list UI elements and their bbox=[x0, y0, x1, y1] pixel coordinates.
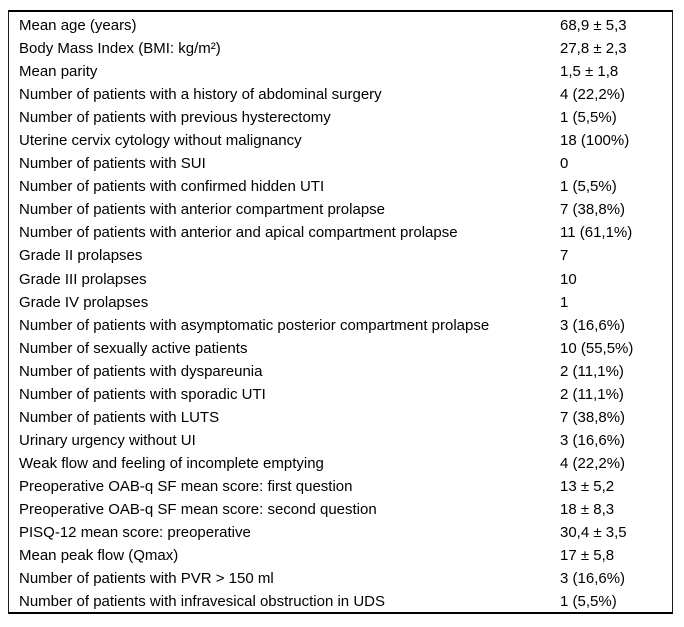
table-row: Number of patients with previous hystere… bbox=[9, 106, 672, 129]
row-value: 4 (22,2%) bbox=[560, 86, 626, 104]
row-label: Number of patients with confirmed hidden… bbox=[19, 178, 325, 196]
row-value: 11 (61,1%) bbox=[560, 224, 633, 242]
row-label: Weak flow and feeling of incomplete empt… bbox=[19, 454, 324, 472]
row-value: 3 (16,6%) bbox=[560, 316, 626, 334]
table-row: Mean parity 1,5 ± 1,8 bbox=[9, 60, 672, 83]
row-label: Number of patients with SUI bbox=[19, 155, 206, 173]
table-row: Uterine cervix cytology without malignan… bbox=[9, 129, 672, 152]
table-body: Mean age (years) 68,9 ± 5,3 Body Mass Inde… bbox=[9, 14, 672, 613]
table-row: Preoperative OAB-q SF mean score: first … bbox=[9, 475, 672, 498]
table-row: Grade IV prolapses 1 bbox=[9, 291, 672, 314]
table-row: Mean peak flow (Qmax) 17 ± 5,8 bbox=[9, 544, 672, 567]
table-row: Mean age (years) 68,9 ± 5,3 bbox=[9, 14, 672, 37]
row-label: Number of patients with infravesical obs… bbox=[19, 593, 385, 611]
row-value: 1 (5,5%) bbox=[560, 178, 617, 196]
table-row: Weak flow and feeling of incomplete empt… bbox=[9, 452, 672, 475]
row-label: Mean peak flow (Qmax) bbox=[19, 547, 179, 565]
table-row: Urinary urgency without UI 3 (16,6%) bbox=[9, 429, 672, 452]
row-label: Number of patients with asymptomatic pos… bbox=[19, 316, 490, 334]
row-value: 27,8 ± 2,3 bbox=[560, 40, 627, 58]
row-value: 68,9 ± 5,3 bbox=[560, 17, 627, 35]
table-row: Number of patients with asymptomatic pos… bbox=[9, 314, 672, 337]
row-label: Number of patients with sporadic UTI bbox=[19, 385, 266, 403]
row-value: 7 (38,8%) bbox=[560, 408, 626, 426]
row-value: 2 (11,1%) bbox=[560, 362, 624, 380]
row-label: Mean parity bbox=[19, 63, 98, 81]
row-value: 3 (16,6%) bbox=[560, 431, 626, 449]
row-value: 3 (16,6%) bbox=[560, 570, 626, 588]
table-row: Number of patients with PVR > 150 ml 3 (1… bbox=[9, 567, 672, 590]
row-value: 4 (22,2%) bbox=[560, 454, 626, 472]
row-label: Number of patients with LUTS bbox=[19, 408, 220, 426]
row-label: PISQ-12 mean score: preoperative bbox=[19, 524, 251, 542]
row-label: Number of patients with previous hystere… bbox=[19, 109, 331, 127]
table-row: Body Mass Index (BMI: kg/m²) 27,8 ± 2,3 bbox=[9, 37, 672, 60]
table-row: Number of patients with infravesical obs… bbox=[9, 590, 672, 613]
row-label: Number of patients with PVR > 150 ml bbox=[19, 570, 274, 588]
row-label: Grade IV prolapses bbox=[19, 293, 149, 311]
row-value: 18 (100%) bbox=[560, 132, 630, 150]
table-row: Number of patients with anterior and api… bbox=[9, 221, 672, 244]
table-row: Number of patients with LUTS 7 (38,8%) bbox=[9, 406, 672, 429]
row-value: 10 bbox=[560, 270, 577, 288]
row-label: Uterine cervix cytology without malignan… bbox=[19, 132, 302, 150]
table-row: Number of sexually active patients 10 (55… bbox=[9, 337, 672, 360]
table-row: Grade III prolapses 10 bbox=[9, 268, 672, 291]
row-value: 13 ± 5,2 bbox=[560, 477, 615, 495]
row-value: 2 (11,1%) bbox=[560, 385, 624, 403]
table-row: PISQ-12 mean score: preoperative 30,4 ± 3… bbox=[9, 521, 672, 544]
table-row: Number of patients with a history of abd… bbox=[9, 83, 672, 106]
row-label: Number of patients with anterior and api… bbox=[19, 224, 458, 242]
row-value: 18 ± 8,3 bbox=[560, 501, 615, 518]
patient-characteristics-table: Mean age (years) 68,9 ± 5,3 Body Mass Inde… bbox=[8, 10, 673, 614]
row-value: 7 (38,8%) bbox=[560, 201, 626, 219]
row-label: Mean age (years) bbox=[19, 17, 137, 35]
row-value: 1 (5,5%) bbox=[560, 109, 617, 127]
row-label: Preoperative OAB-q SF mean score: first … bbox=[19, 477, 353, 495]
table-row: Preoperative OAB-q SF mean score: second… bbox=[9, 498, 672, 521]
table-row: Number of patients with anterior compart… bbox=[9, 198, 672, 221]
row-value: 1 bbox=[560, 293, 569, 311]
row-label: Number of patients with anterior compart… bbox=[19, 201, 386, 219]
row-label: Number of patients with dyspareunia bbox=[19, 362, 263, 380]
table-row: Number of patients with sporadic UTI 2 (1… bbox=[9, 383, 672, 406]
table-row: Number of patients with confirmed hidden… bbox=[9, 175, 672, 198]
row-value: 30,4 ± 3,5 bbox=[560, 524, 627, 542]
row-value: 1 (5,5%) bbox=[560, 593, 617, 611]
row-value: 0 bbox=[560, 155, 569, 173]
row-label: Number of sexually active patients bbox=[19, 339, 248, 357]
row-value: 1,5 ± 1,8 bbox=[560, 63, 619, 81]
table-row: Grade II prolapses 7 bbox=[9, 244, 672, 267]
row-label: Preoperative OAB-q SF mean score: second… bbox=[19, 501, 377, 518]
row-value: 10 (55,5%) bbox=[560, 339, 634, 357]
table-row: Number of patients with dyspareunia 2 (11… bbox=[9, 360, 672, 383]
row-label: Grade III prolapses bbox=[19, 270, 147, 288]
row-value: 7 bbox=[560, 247, 569, 265]
row-label: Body Mass Index (BMI: kg/m²) bbox=[19, 40, 221, 58]
row-label: Grade II prolapses bbox=[19, 247, 143, 265]
table-row: Number of patients with SUI 0 bbox=[9, 152, 672, 175]
row-label: Urinary urgency without UI bbox=[19, 431, 196, 449]
row-value: 17 ± 5,8 bbox=[560, 547, 615, 565]
row-label: Number of patients with a history of abd… bbox=[19, 86, 382, 104]
